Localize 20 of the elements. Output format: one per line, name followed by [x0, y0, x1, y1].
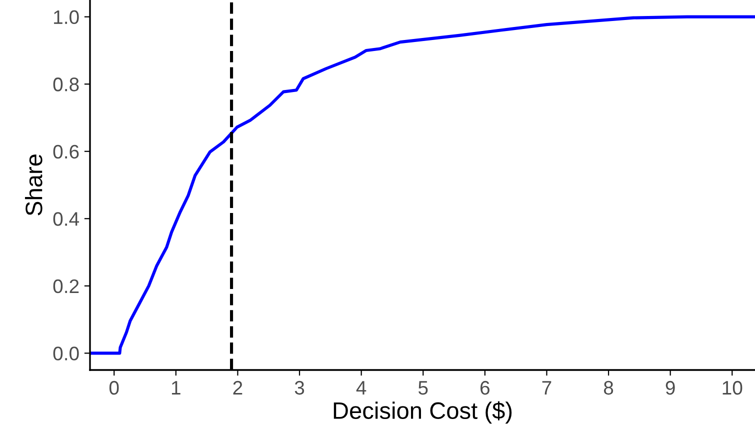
- y-tick-label: 0.6: [53, 144, 79, 159]
- x-tick-label: 9: [666, 380, 675, 395]
- x-axis-title: Decision Cost ($): [334, 401, 512, 424]
- x-tick-label: 8: [604, 380, 614, 395]
- x-tick-label: 3: [294, 380, 304, 395]
- x-tick-label: 5: [418, 381, 428, 395]
- y-tick-label: 0.8: [53, 78, 79, 92]
- y-tick-label: 0.4: [53, 212, 80, 226]
- x-tick-label: 7: [542, 381, 552, 395]
- x-tick-label: 1: [172, 381, 180, 395]
- y-tick-label: 0.0: [53, 346, 79, 360]
- x-tick-label: 0: [109, 380, 119, 395]
- y-axis-title: Share: [24, 154, 42, 216]
- y-tick-label: 0.2: [53, 279, 79, 294]
- line-series: [90, 15, 755, 355]
- x-tick-label: 10: [722, 380, 742, 395]
- x-tick-label: 2: [233, 380, 242, 395]
- x-tick-label: 4: [356, 381, 366, 395]
- y-tick-label: 1.0: [54, 10, 79, 24]
- x-tick-label: 6: [480, 380, 490, 395]
